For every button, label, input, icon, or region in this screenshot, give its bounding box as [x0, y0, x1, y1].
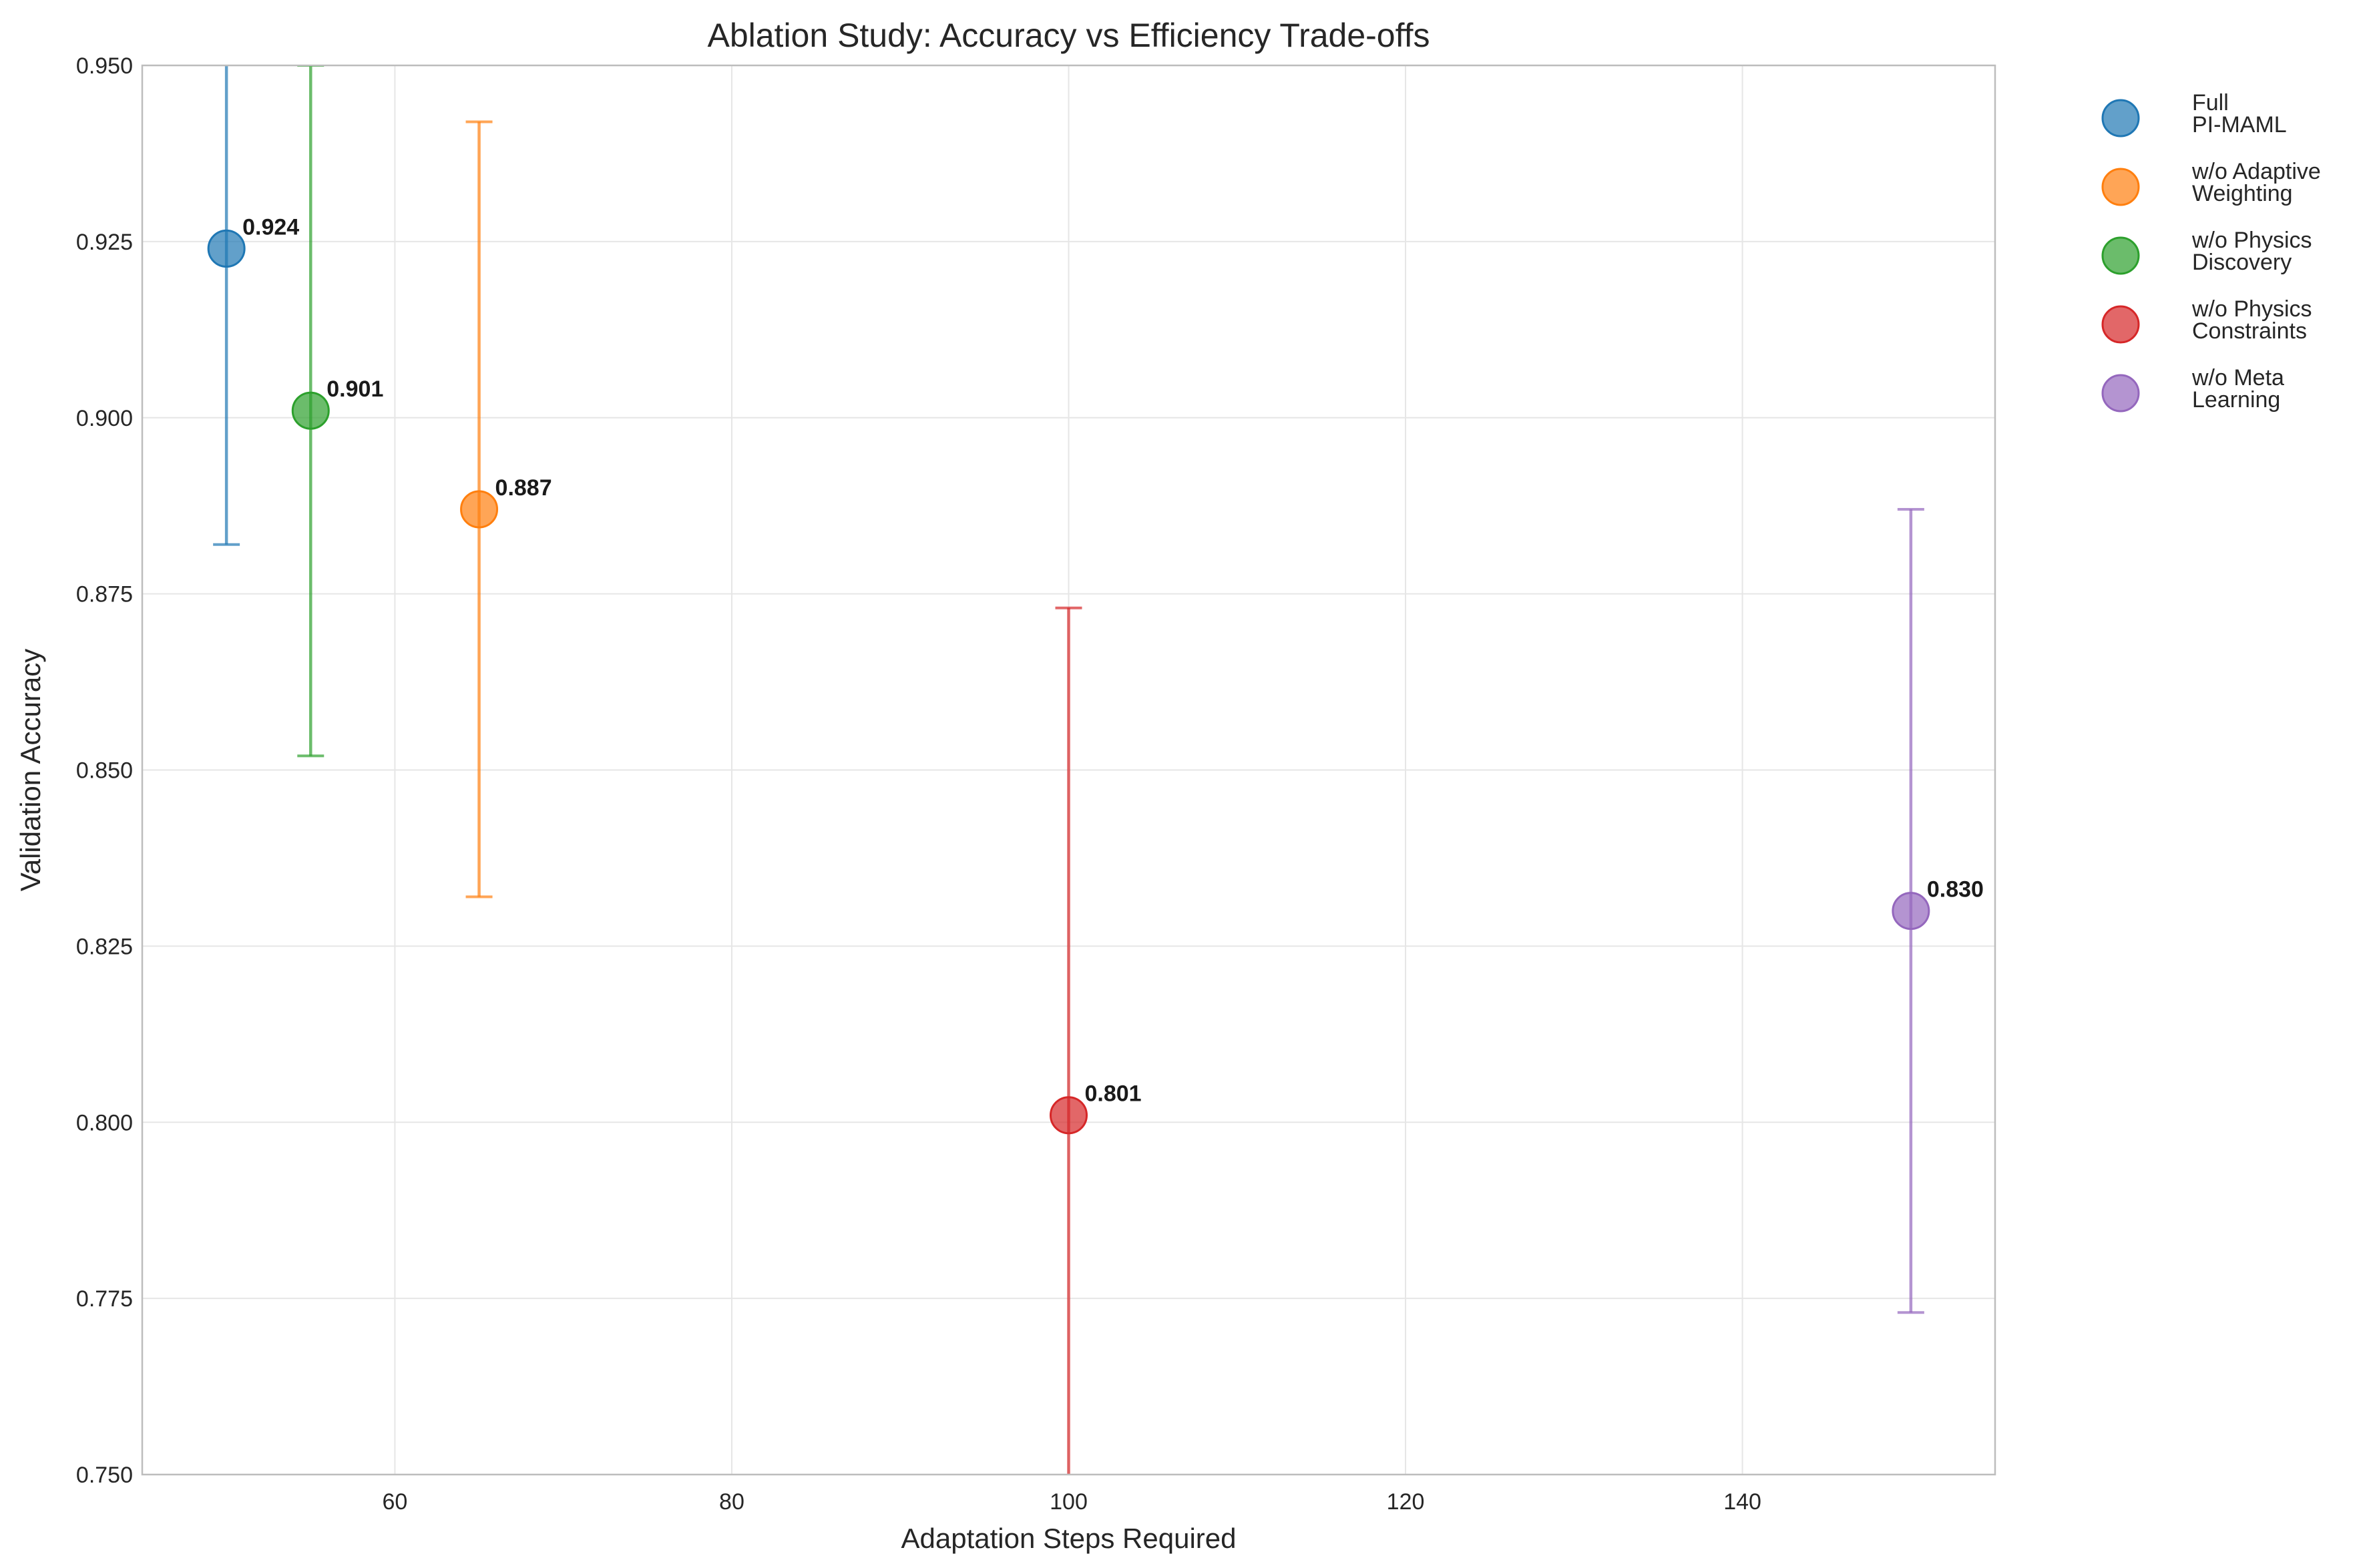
axis-ticks: 60 80 100 120 140 0.750 0.775 0.800 0.825 0.850 0.…	[76, 53, 1761, 1515]
data-label: 0.830	[1927, 877, 1984, 902]
x-tick-label: 140	[1723, 1489, 1761, 1515]
y-tick-label: 0.775	[76, 1286, 133, 1312]
data-point	[460, 490, 499, 529]
legend: Full PI-MAML w/o Adaptive Weighting w/o Phys…	[2101, 90, 2321, 413]
legend-label: w/o Adaptive Weighting	[2191, 159, 2321, 206]
data-label: 0.924	[242, 214, 299, 240]
x-tick-label: 60	[382, 1489, 407, 1515]
legend-label-line: Learning	[2192, 387, 2280, 413]
legend-marker	[2101, 99, 2140, 138]
plot-area: 0.924 0.887 0.901 0.801 0.830	[207, 65, 1984, 1475]
data-label: 0.801	[1085, 1081, 1142, 1107]
legend-label: w/o Physics Discovery	[2191, 228, 2312, 275]
y-axis-label: Validation Accuracy	[15, 649, 46, 891]
data-point	[1892, 892, 1930, 931]
series-group	[207, 65, 246, 546]
legend-label: w/o Physics Constraints	[2191, 296, 2312, 344]
data-label: 0.887	[495, 475, 552, 501]
legend-label-line: Discovery	[2192, 250, 2292, 275]
y-tick-label: 0.875	[76, 582, 133, 607]
data-point	[291, 391, 330, 430]
y-tick-label: 0.825	[76, 934, 133, 959]
legend-label-line: w/o Physics	[2191, 228, 2312, 253]
y-tick-label: 0.850	[76, 758, 133, 784]
legend-marker	[2101, 168, 2140, 206]
legend-label: Full PI-MAML	[2192, 90, 2287, 138]
chart-title: Ablation Study: Accuracy vs Efficiency T…	[707, 17, 1430, 54]
plot-frame	[141, 64, 1996, 1476]
series-group	[1892, 507, 1930, 1314]
legend-label-line: PI-MAML	[2192, 112, 2287, 138]
legend-label-line: w/o Physics	[2191, 296, 2312, 322]
y-tick-label: 0.800	[76, 1110, 133, 1135]
x-tick-label: 120	[1387, 1489, 1425, 1515]
legend-label-line: w/o Meta	[2191, 365, 2284, 390]
y-tick-label: 0.925	[76, 230, 133, 255]
legend-label: w/o Meta Learning	[2191, 365, 2284, 413]
y-tick-label: 0.900	[76, 406, 133, 431]
legend-marker	[2101, 236, 2140, 275]
data-point	[207, 229, 246, 268]
series-group	[1050, 606, 1088, 1475]
x-axis-label: Adaptation Steps Required	[901, 1523, 1236, 1554]
x-tick-label: 80	[719, 1489, 744, 1515]
series-group	[460, 120, 499, 898]
series-group	[291, 65, 330, 758]
legend-label-line: w/o Adaptive	[2191, 159, 2321, 184]
legend-marker	[2101, 305, 2140, 344]
data-point	[1050, 1096, 1088, 1135]
x-tick-label: 100	[1050, 1489, 1088, 1515]
data-label: 0.901	[327, 376, 383, 402]
legend-marker	[2101, 374, 2140, 413]
y-tick-label: 0.950	[76, 53, 133, 79]
legend-label-line: Weighting	[2192, 181, 2293, 206]
legend-label-line: Full	[2192, 90, 2229, 115]
y-tick-label: 0.750	[76, 1463, 133, 1488]
legend-label-line: Constraints	[2192, 318, 2307, 344]
